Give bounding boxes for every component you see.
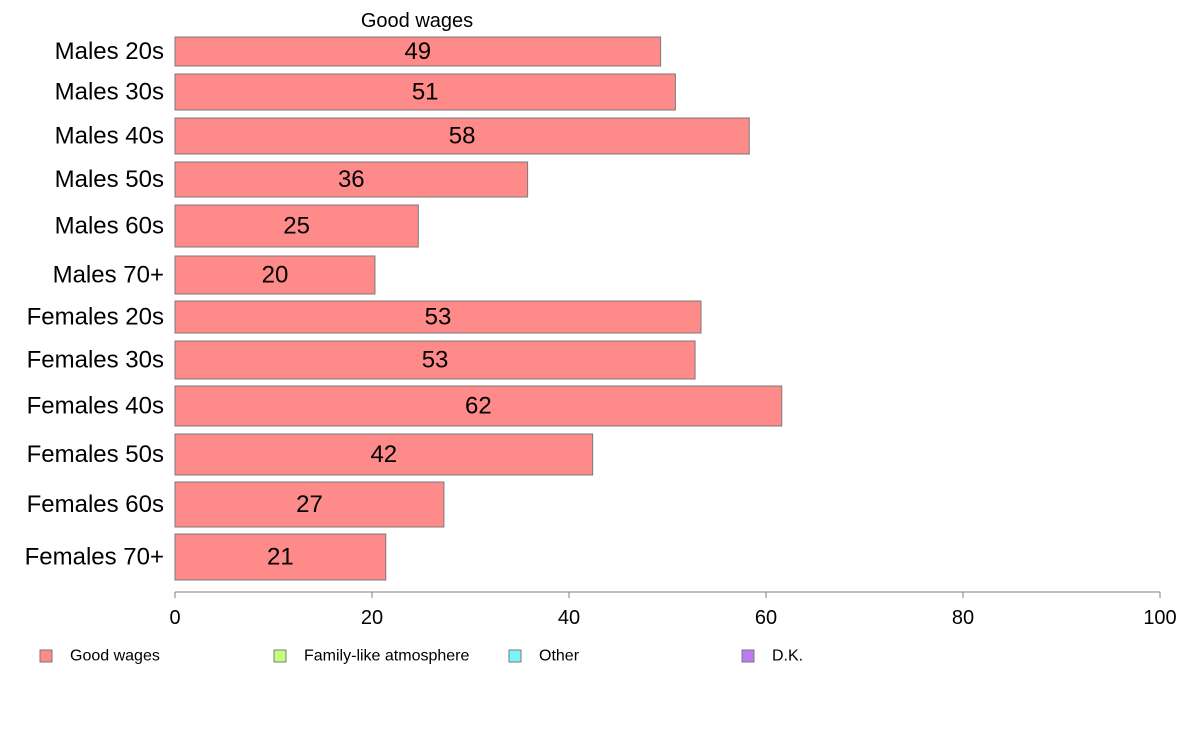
category-label-males-30s: Males 30s: [55, 79, 164, 106]
value-label-females-30s: 53: [422, 347, 449, 374]
bar-males-20s: [174, 36, 662, 67]
legend-label-d-k: D.K.: [772, 648, 803, 665]
x-axis: 0 20 40 60 80 100: [169, 591, 1177, 629]
category-label-females-70plus: Females 70+: [25, 544, 164, 571]
value-label-females-70plus: 21: [267, 544, 294, 571]
value-label-males-70plus: 20: [262, 262, 289, 289]
bar-females-30s: [174, 340, 696, 380]
chart-title: Good wages: [361, 10, 473, 32]
x-tick-label-0: 0: [169, 607, 180, 629]
legend-label-other: Other: [539, 648, 580, 665]
x-tick-label-60: 60: [755, 607, 777, 629]
category-label-females-60s: Females 60s: [27, 491, 164, 518]
category-label-males-20s: Males 20s: [55, 38, 164, 65]
legend-swatch-good-wages: [39, 649, 53, 663]
legend-swatch-other: [508, 649, 522, 663]
bar-males-50s: [174, 161, 529, 198]
category-label-males-40s: Males 40s: [55, 123, 164, 150]
x-tick-label-40: 40: [558, 607, 580, 629]
bar-females-20s: [174, 300, 702, 334]
category-label-males-70plus: Males 70+: [53, 262, 164, 289]
value-label-females-40s: 62: [465, 393, 492, 420]
value-label-females-20s: 53: [425, 304, 452, 331]
value-label-males-40s: 58: [449, 123, 476, 150]
bar-females-50s: [174, 433, 594, 476]
value-label-males-50s: 36: [338, 166, 365, 193]
value-label-males-20s: 49: [404, 38, 431, 65]
category-label-females-50s: Females 50s: [27, 441, 164, 468]
legend-swatch-d-k: [741, 649, 755, 663]
bar-males-60s: [174, 204, 419, 248]
category-label-males-60s: Males 60s: [55, 213, 164, 240]
category-label-females-30s: Females 30s: [27, 347, 164, 374]
bar-males-40s: [174, 117, 750, 155]
bar-males-70plus: [174, 255, 376, 295]
bar-females-70plus: [174, 533, 387, 581]
x-tick-label-100: 100: [1143, 607, 1176, 629]
category-label-females-40s: Females 40s: [27, 393, 164, 420]
bar-females-40s: [174, 385, 783, 427]
value-label-males-60s: 25: [283, 213, 310, 240]
value-label-females-60s: 27: [296, 491, 323, 518]
x-tick-label-20: 20: [361, 607, 383, 629]
x-tick-label-80: 80: [952, 607, 974, 629]
value-label-males-30s: 51: [412, 79, 439, 106]
category-label-males-50s: Males 50s: [55, 166, 164, 193]
bar-males-30s: [174, 73, 676, 111]
bars-layer: Males 20s 49 Males 30s 51 Males 40s 58 Males 5…: [25, 36, 783, 581]
value-label-females-50s: 42: [370, 441, 397, 468]
legend-label-good-wages: Good wages: [70, 648, 160, 665]
legend-label-family-like-atmosphere: Family-like atmosphere: [304, 648, 469, 665]
category-label-females-20s: Females 20s: [27, 304, 164, 331]
legend: Good wages Family-like atmosphere Other D.K…: [39, 648, 803, 665]
legend-swatch-family-like-atmosphere: [273, 649, 287, 663]
bar-females-60s: [174, 481, 445, 528]
